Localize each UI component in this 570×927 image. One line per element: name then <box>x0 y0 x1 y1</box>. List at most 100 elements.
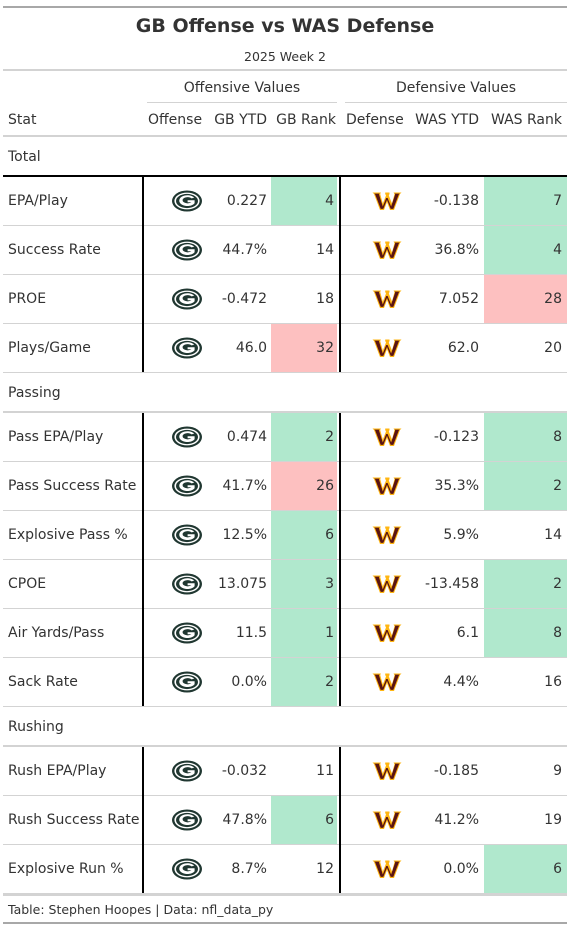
gb-ytd-value: 13.075 <box>218 576 267 592</box>
gb-rank-shade <box>271 177 337 225</box>
group-label: Total <box>8 149 41 165</box>
was-commanders-logo-icon <box>358 413 416 461</box>
was-ytd-value: -13.458 <box>424 576 479 592</box>
table-row: Explosive Run % 8.7% 12 0.0% 6 <box>3 845 567 894</box>
column-header-defense: Defense <box>346 112 404 128</box>
was-commanders-logo-icon <box>358 275 416 323</box>
table-row: Plays/Game 46.0 32 62.0 20 <box>3 324 567 373</box>
column-header-gb-ytd: GB YTD <box>214 112 267 128</box>
gb-packers-logo-icon <box>153 796 221 844</box>
table-bottom-border <box>3 922 567 924</box>
stat-name: Explosive Run % <box>8 861 124 877</box>
was-rank-value: 16 <box>544 674 562 690</box>
table-row: Pass EPA/Play 0.474 2 -0.123 8 <box>3 413 567 462</box>
gb-rank-value: 6 <box>325 527 334 543</box>
stat-name: Pass EPA/Play <box>8 429 104 445</box>
defensive-values-spanner: Defensive Values <box>395 80 517 96</box>
gb-ytd-value: 11.5 <box>235 625 267 641</box>
was-ytd-value: 41.2% <box>434 812 479 828</box>
was-rank-value: 7 <box>553 193 562 209</box>
row-divider <box>3 559 567 560</box>
was-commanders-logo-icon <box>358 845 416 893</box>
was-ytd-value: 4.4% <box>443 674 479 690</box>
was-rank-value: 9 <box>553 763 562 779</box>
was-ytd-value: 5.9% <box>443 527 479 543</box>
gb-rank-shade <box>271 511 337 559</box>
was-commanders-logo-icon <box>358 511 416 559</box>
column-header-stat: Stat <box>8 112 37 128</box>
row-divider <box>3 608 567 609</box>
group-divider <box>3 745 567 747</box>
table-bottom-divider <box>3 894 567 896</box>
group-label: Rushing <box>8 719 64 735</box>
gb-rank-value: 2 <box>325 674 334 690</box>
stat-name: Plays/Game <box>8 340 91 356</box>
row-divider <box>3 225 567 226</box>
table-row: Pass Success Rate 41.7% 26 35.3% 2 <box>3 462 567 511</box>
stat-name: Rush Success Rate <box>8 812 140 828</box>
gb-rank-shade <box>271 324 337 372</box>
was-rank-shade <box>484 275 567 323</box>
was-ytd-value: 35.3% <box>434 478 479 494</box>
stat-name: Explosive Pass % <box>8 527 128 543</box>
was-commanders-logo-icon <box>358 796 416 844</box>
column-group-separator <box>339 177 341 372</box>
was-rank-shade <box>484 226 567 274</box>
row-divider <box>3 461 567 462</box>
was-rank-shade <box>484 177 567 225</box>
gb-packers-logo-icon <box>153 747 221 795</box>
gb-rank-value: 3 <box>325 576 334 592</box>
was-ytd-value: 62.0 <box>447 340 479 356</box>
was-ytd-value: 6.1 <box>456 625 479 641</box>
stat-name: Rush EPA/Play <box>8 763 107 779</box>
row-divider <box>3 372 567 373</box>
was-ytd-value: 36.8% <box>434 242 479 258</box>
column-group-separator <box>142 413 144 706</box>
gb-rank-value: 32 <box>316 340 334 356</box>
gb-packers-logo-icon <box>153 226 221 274</box>
heading-divider <box>3 69 567 71</box>
was-commanders-logo-icon <box>358 747 416 795</box>
column-group-separator <box>142 177 144 372</box>
table-row: Rush Success Rate 47.8% 6 41.2% 19 <box>3 796 567 845</box>
gb-rank-value: 11 <box>316 763 334 779</box>
table-row: Air Yards/Pass 11.5 1 6.1 8 <box>3 609 567 658</box>
row-divider <box>3 795 567 796</box>
gb-rank-value: 26 <box>316 478 334 494</box>
row-divider <box>3 274 567 275</box>
gb-rank-shade <box>271 462 337 510</box>
column-group-separator <box>339 413 341 706</box>
gb-rank-value: 2 <box>325 429 334 445</box>
gb-ytd-value: 0.0% <box>231 674 267 690</box>
was-rank-value: 14 <box>544 527 562 543</box>
gb-packers-logo-icon <box>153 511 221 559</box>
was-rank-value: 6 <box>553 861 562 877</box>
was-rank-shade <box>484 845 567 893</box>
row-divider <box>3 323 567 324</box>
table-title: GB Offense vs WAS Defense <box>135 15 435 37</box>
gb-packers-logo-icon <box>153 560 221 608</box>
gb-ytd-value: 8.7% <box>231 861 267 877</box>
source-note: Table: Stephen Hoopes | Data: nfl_data_p… <box>8 902 274 917</box>
was-rank-value: 4 <box>553 242 562 258</box>
was-rank-value: 19 <box>544 812 562 828</box>
gb-rank-shade <box>271 609 337 657</box>
was-commanders-logo-icon <box>358 226 416 274</box>
was-rank-value: 28 <box>544 291 562 307</box>
stat-name: Air Yards/Pass <box>8 625 105 641</box>
row-divider <box>3 657 567 658</box>
was-rank-value: 8 <box>553 429 562 445</box>
gb-packers-logo-icon <box>153 462 221 510</box>
gb-rank-value: 6 <box>325 812 334 828</box>
row-divider <box>3 844 567 845</box>
gb-ytd-value: 47.8% <box>222 812 267 828</box>
was-ytd-value: 0.0% <box>443 861 479 877</box>
table-row: PROE -0.472 18 7.052 28 <box>3 275 567 324</box>
gb-rank-value: 1 <box>325 625 334 641</box>
offensive-values-spanner: Offensive Values <box>183 80 301 96</box>
stat-name: EPA/Play <box>8 193 68 209</box>
gb-ytd-value: 12.5% <box>222 527 267 543</box>
gb-rank-value: 14 <box>316 242 334 258</box>
was-rank-shade <box>484 413 567 461</box>
was-rank-value: 2 <box>553 576 562 592</box>
